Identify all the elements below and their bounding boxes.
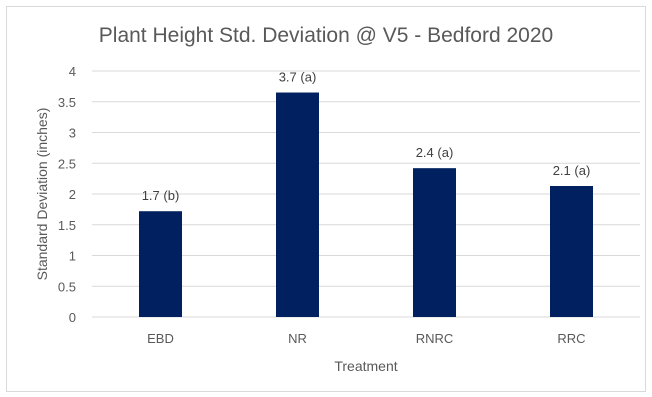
data-label: 1.7 (b) [142, 188, 180, 203]
y-tick-labels: 0 0.5 1 1.5 2 2.5 3 3.5 4 [58, 64, 76, 325]
y-tick-label: 3.5 [58, 95, 76, 110]
y-tick-label: 1.5 [58, 218, 76, 233]
y-tick-label: 0 [69, 310, 76, 325]
chart-frame [6, 6, 646, 392]
y-tick-label: 2.5 [58, 156, 76, 171]
x-tick-label: NR [288, 331, 307, 346]
bar-nr [276, 92, 319, 318]
x-tick-label: RRC [557, 331, 585, 346]
data-labels: 1.7 (b) 3.7 (a) 2.4 (a) 2.1 (a) [142, 70, 591, 204]
x-tick-label: RNRC [416, 331, 454, 346]
bar-ebd [139, 211, 182, 317]
data-label: 3.7 (a) [279, 70, 317, 85]
x-tick-labels: EBD NR RNRC RRC [147, 331, 585, 346]
gridlines [92, 70, 640, 318]
y-tick-label: 1 [69, 249, 76, 264]
y-axis-label: Standard Deviation (inches) [34, 108, 50, 281]
y-tick-label: 4 [69, 64, 76, 79]
bar-rnrc [413, 168, 456, 317]
bar-rrc [550, 186, 593, 317]
x-axis-label: Treatment [334, 358, 397, 374]
bars [139, 92, 593, 318]
data-label: 2.4 (a) [416, 145, 454, 160]
x-tick-label: EBD [147, 331, 174, 346]
chart-title: Plant Height Std. Deviation @ V5 - Bedfo… [99, 24, 553, 47]
y-tick-label: 0.5 [58, 279, 76, 294]
y-tick-label: 2 [69, 187, 76, 202]
data-label: 2.1 (a) [553, 163, 591, 178]
y-tick-label: 3 [69, 126, 76, 141]
